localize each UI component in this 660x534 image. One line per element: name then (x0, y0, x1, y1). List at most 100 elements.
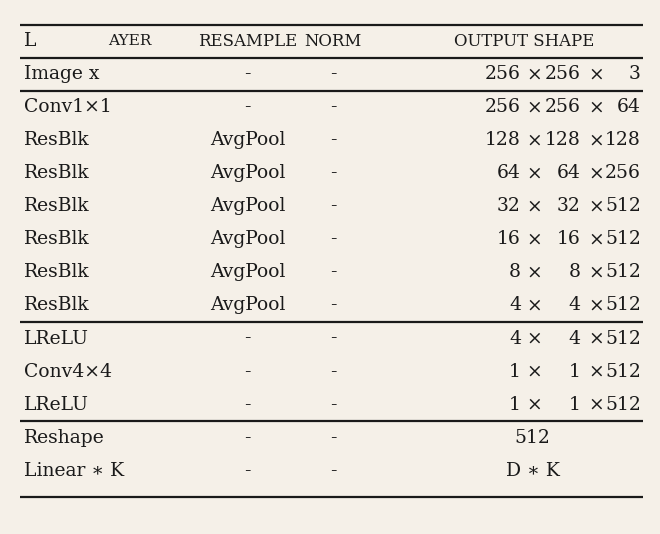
Text: -: - (330, 462, 337, 480)
Text: Image x: Image x (24, 65, 99, 83)
Text: 128: 128 (605, 131, 641, 150)
Text: ×: × (526, 98, 542, 116)
Text: 256: 256 (544, 98, 580, 116)
Text: -: - (330, 164, 337, 182)
Text: 128: 128 (485, 131, 521, 150)
Text: 16: 16 (556, 230, 580, 248)
Text: ×: × (589, 65, 605, 83)
Text: 32: 32 (497, 198, 521, 215)
Text: ×: × (589, 363, 605, 381)
Text: 4: 4 (568, 296, 580, 315)
Text: ×: × (526, 363, 542, 381)
Text: 1: 1 (568, 363, 580, 381)
Text: 64: 64 (497, 164, 521, 182)
Text: 8: 8 (568, 263, 580, 281)
Text: 3: 3 (629, 65, 641, 83)
Text: ×: × (526, 396, 542, 414)
Text: ×: × (526, 131, 542, 150)
Text: -: - (330, 131, 337, 150)
Text: -: - (244, 429, 251, 446)
Text: 128: 128 (544, 131, 580, 150)
Text: -: - (330, 98, 337, 116)
Text: -: - (330, 396, 337, 414)
Text: 512: 512 (605, 296, 641, 315)
Text: ×: × (526, 296, 542, 315)
Text: 4: 4 (509, 296, 521, 315)
Text: ResBlk: ResBlk (24, 198, 89, 215)
Text: -: - (330, 230, 337, 248)
Text: ×: × (526, 65, 542, 83)
Text: AvgPool: AvgPool (210, 296, 285, 315)
Text: -: - (330, 363, 337, 381)
Text: 256: 256 (485, 98, 521, 116)
Text: ×: × (589, 329, 605, 348)
Text: ×: × (526, 263, 542, 281)
Text: ResBlk: ResBlk (24, 263, 89, 281)
Text: 512: 512 (605, 263, 641, 281)
Text: AvgPool: AvgPool (210, 164, 285, 182)
Text: ×: × (589, 230, 605, 248)
Text: LReLU: LReLU (24, 396, 88, 414)
Text: -: - (330, 65, 337, 83)
Text: AYER: AYER (108, 34, 152, 48)
Text: ×: × (526, 230, 542, 248)
Text: 512: 512 (605, 363, 641, 381)
Text: ×: × (589, 396, 605, 414)
Text: Conv4×4: Conv4×4 (24, 363, 112, 381)
Text: ×: × (589, 198, 605, 215)
Text: 4: 4 (509, 329, 521, 348)
Text: 1: 1 (568, 396, 580, 414)
Text: 1: 1 (509, 396, 521, 414)
Text: 512: 512 (515, 429, 550, 446)
Text: -: - (330, 329, 337, 348)
Text: -: - (244, 462, 251, 480)
Text: OUTPUT SHAPE: OUTPUT SHAPE (454, 33, 595, 50)
Text: ResBlk: ResBlk (24, 296, 89, 315)
Text: NORM: NORM (305, 33, 362, 50)
Text: -: - (330, 429, 337, 446)
Text: -: - (330, 198, 337, 215)
Text: -: - (244, 329, 251, 348)
Text: 512: 512 (605, 198, 641, 215)
Text: Reshape: Reshape (24, 429, 104, 446)
Text: ×: × (526, 329, 542, 348)
Text: 512: 512 (605, 396, 641, 414)
Text: Linear ∗ K: Linear ∗ K (24, 462, 124, 480)
Text: 64: 64 (556, 164, 580, 182)
Text: 256: 256 (544, 65, 580, 83)
Text: 16: 16 (497, 230, 521, 248)
Text: L: L (24, 32, 36, 50)
Text: 1: 1 (509, 363, 521, 381)
Text: ×: × (589, 296, 605, 315)
Text: -: - (244, 363, 251, 381)
Text: 512: 512 (605, 230, 641, 248)
Text: 256: 256 (605, 164, 641, 182)
Text: ResBlk: ResBlk (24, 164, 89, 182)
Text: ×: × (526, 198, 542, 215)
Text: AvgPool: AvgPool (210, 230, 285, 248)
Text: -: - (330, 263, 337, 281)
Text: 8: 8 (509, 263, 521, 281)
Text: AvgPool: AvgPool (210, 198, 285, 215)
Text: 512: 512 (605, 329, 641, 348)
Text: -: - (330, 296, 337, 315)
Text: RESAMPLE: RESAMPLE (198, 33, 297, 50)
Text: AvgPool: AvgPool (210, 263, 285, 281)
Text: -: - (244, 98, 251, 116)
Text: ×: × (589, 131, 605, 150)
Text: 256: 256 (485, 65, 521, 83)
Text: ×: × (589, 263, 605, 281)
Text: ×: × (589, 98, 605, 116)
Text: 4: 4 (568, 329, 580, 348)
Text: 64: 64 (617, 98, 641, 116)
Text: ×: × (589, 164, 605, 182)
Text: ResBlk: ResBlk (24, 131, 89, 150)
Text: ResBlk: ResBlk (24, 230, 89, 248)
Text: Conv1×1: Conv1×1 (24, 98, 112, 116)
Text: AvgPool: AvgPool (210, 131, 285, 150)
Text: ×: × (526, 164, 542, 182)
Text: -: - (244, 65, 251, 83)
Text: D ∗ K: D ∗ K (506, 462, 560, 480)
Text: LReLU: LReLU (24, 329, 88, 348)
Text: 32: 32 (556, 198, 580, 215)
